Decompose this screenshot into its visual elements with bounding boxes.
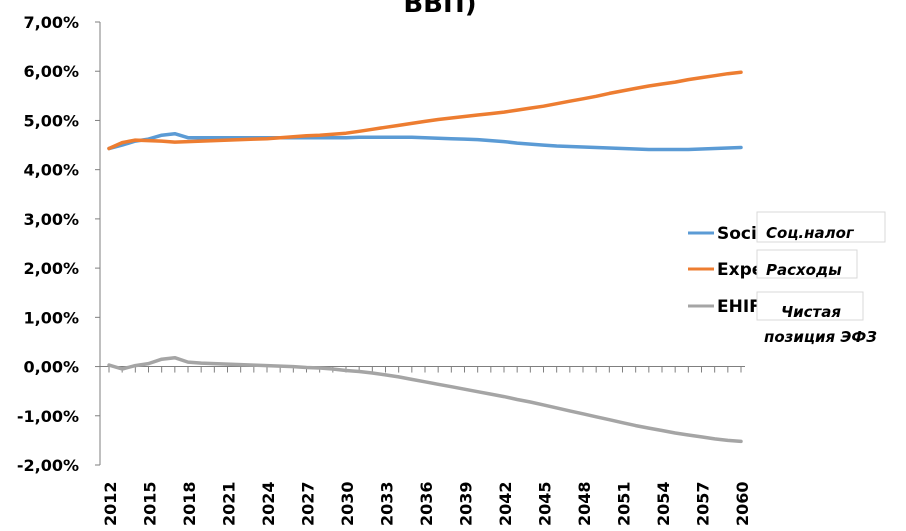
x-tick-label: 2015 xyxy=(141,481,160,526)
legend-item-expe: Expe xyxy=(688,260,763,280)
x-tick-label: 2042 xyxy=(496,481,515,526)
axes xyxy=(99,22,745,465)
overlay-label-pozitsiya: позиция ЭФЗ xyxy=(764,328,877,346)
legend-item-soci: Soci xyxy=(688,224,757,244)
x-tick-label: 2033 xyxy=(378,481,397,526)
x-tick-label: 2036 xyxy=(417,481,436,526)
series-line-soci xyxy=(107,131,743,152)
overlay-box-soc-nalog xyxy=(756,211,886,243)
x-tick-label: 2045 xyxy=(536,481,555,526)
y-axis-ticks: 7,00% 6,00% 5,00% 4,00% 3,00% 2,00% 1,00% 0,00%… xyxy=(17,13,100,475)
overlay-box-rashody xyxy=(756,249,858,279)
x-tick-label: 2018 xyxy=(180,481,199,526)
y-tick-label: 6,00% xyxy=(23,62,79,81)
overlay-box-chistaya xyxy=(756,291,864,321)
x-tick-label: 2060 xyxy=(733,481,752,526)
x-tick-label: 2030 xyxy=(338,481,357,526)
legend-label-ehif: EHIF xyxy=(717,297,761,317)
x-tick-label: 2054 xyxy=(654,481,673,526)
overlay-label-soc-nalog: Соц.налог xyxy=(766,224,855,242)
legend-label-expe: Expe xyxy=(717,260,763,280)
x-tick-label: 2048 xyxy=(575,481,594,526)
x-tick-label: 2057 xyxy=(694,481,713,526)
x-tick-label: 2039 xyxy=(457,481,476,526)
overlay-label-rashody: Расходы xyxy=(766,261,842,279)
overlay-callouts: Соц.налог Расходы Чистая позиция ЭФЗ xyxy=(756,211,886,346)
legend: Soci Expe EHIF xyxy=(688,224,763,317)
y-tick-label: 2,00% xyxy=(23,259,79,278)
chart-title: ВВП) xyxy=(403,0,476,19)
y-tick-label: -2,00% xyxy=(17,456,79,475)
legend-label-soci: Soci xyxy=(717,224,757,244)
x-tick-label: 2012 xyxy=(101,481,120,526)
y-tick-label: 1,00% xyxy=(23,308,79,327)
y-tick-label: 5,00% xyxy=(23,111,79,130)
y-tick-label: 3,00% xyxy=(23,210,79,229)
x-axis-ticks: 2012 2015 2018 2021 2024 2027 2030 2033 2036 2039… xyxy=(101,481,752,526)
legend-item-ehif: EHIF xyxy=(688,297,761,317)
y-tick-label: -1,00% xyxy=(17,407,79,426)
x-tick-label: 2021 xyxy=(220,481,239,526)
y-tick-label: 7,00% xyxy=(23,13,79,32)
y-tick-label: 4,00% xyxy=(23,161,79,180)
overlay-label-chistaya: Чистая xyxy=(781,303,841,321)
series-lines xyxy=(107,70,743,444)
x-tick-label: 2024 xyxy=(259,481,278,526)
series-line-ehif xyxy=(107,355,743,444)
y-tick-label: 0,00% xyxy=(23,358,79,377)
x-tick-label: 2051 xyxy=(615,481,634,526)
x-tick-label: 2027 xyxy=(299,481,318,526)
series-line-expe xyxy=(107,70,743,151)
